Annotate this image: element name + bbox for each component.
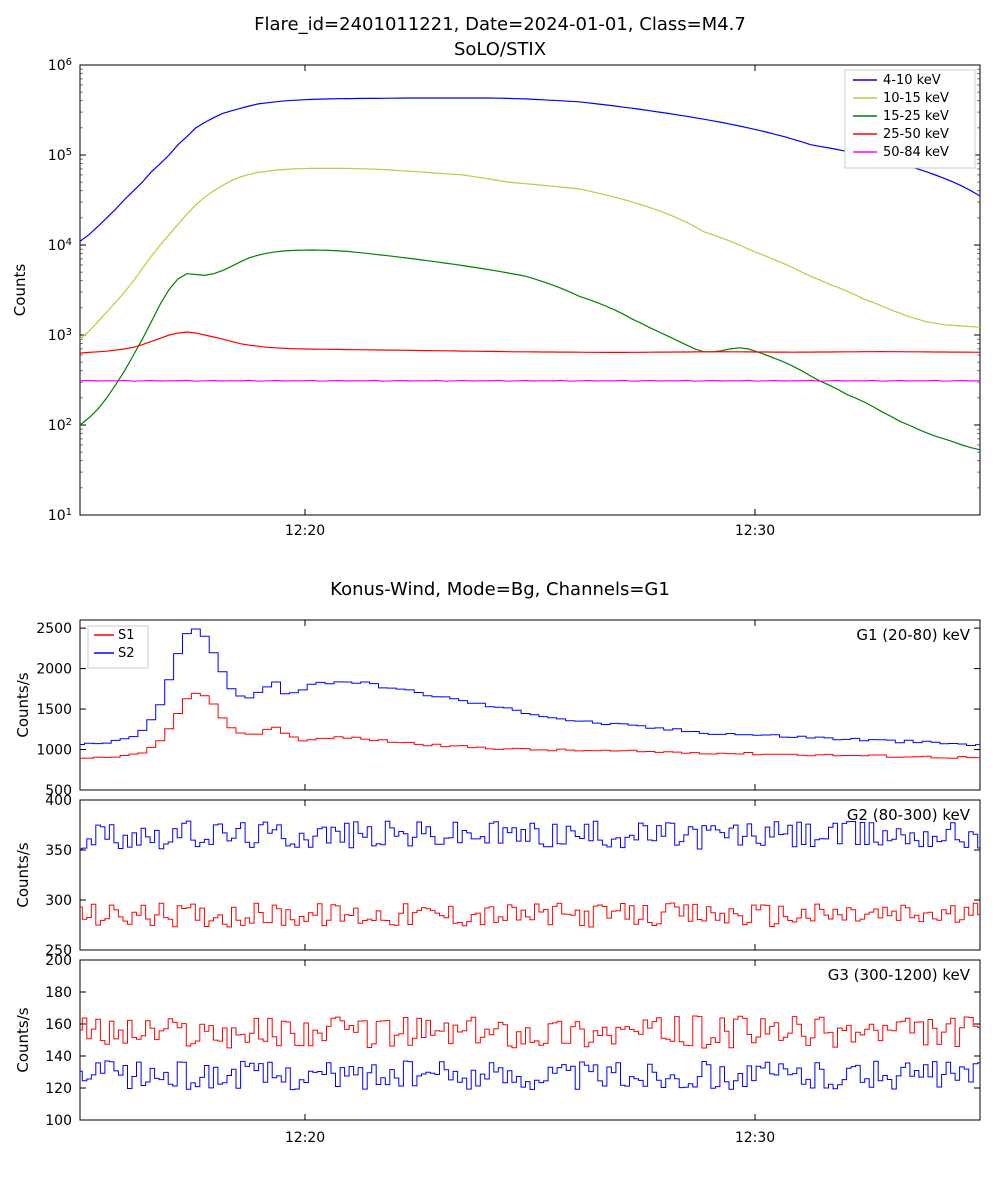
bottom-ylabel: Counts/s [14,842,32,907]
bottom-ytick-label: 180 [45,985,72,1001]
legend-label: 25-50 keV [883,127,949,142]
legend-label: S2 [118,646,135,661]
bottom-ytick-label: 140 [45,1049,72,1065]
top-ytick-label: 104 [48,237,72,255]
suptitle: Flare_id=2401011221, Date=2024-01-01, Cl… [254,14,746,35]
top-ytick-label: 103 [48,327,72,345]
bottom-series-line [80,1016,980,1048]
bottom-series-line [80,1061,980,1090]
top-series-line [80,380,980,381]
bottom-ytick-label: 200 [45,953,72,969]
legend-label: 50-84 keV [883,145,949,160]
panel-label: G2 (80-300) keV [847,806,971,824]
bottom-axes [80,800,980,950]
panel-label: G1 (20-80) keV [856,626,970,644]
legend-label: S1 [118,628,135,643]
bottom-ytick-label: 2500 [36,621,72,637]
bottom-ytick-label: 1000 [36,743,72,759]
legend-label: 15-25 keV [883,109,949,124]
bottom-ytick-label: 300 [45,893,72,909]
top-title: SoLO/STIX [454,39,546,60]
legend-label: 10-15 keV [883,91,949,106]
top-ytick-label: 101 [48,507,72,525]
bottom-series-line [80,821,980,849]
legend-label: 4-10 keV [883,73,941,88]
bottom-series-line [80,629,980,746]
bottom-ylabel: Counts/s [14,1007,32,1072]
bottom-series-line [80,693,980,758]
top-series-line [80,250,980,450]
top-ytick-label: 105 [48,147,72,165]
bottom-ytick-label: 2000 [36,662,72,678]
bottom-ytick-label: 1500 [36,702,72,718]
bottom-ylabel: Counts/s [14,672,32,737]
top-ytick-label: 102 [48,417,72,435]
top-series-line [80,168,980,339]
bottom-ytick-label: 400 [45,793,72,809]
top-ytick-label: 106 [48,57,72,75]
bottom-ytick-label: 100 [45,1113,72,1129]
panel-label: G3 (300-1200) keV [828,966,971,984]
top-xtick-label: 12:30 [735,523,775,539]
bottom-ytick-label: 350 [45,843,72,859]
top-xtick-label: 12:20 [285,523,325,539]
bottom-ytick-label: 160 [45,1017,72,1033]
bottom-xtick-label: 12:30 [735,1130,775,1146]
bottom-xtick-label: 12:20 [285,1130,325,1146]
bottom-suptitle: Konus-Wind, Mode=Bg, Channels=G1 [330,579,670,600]
bottom-ytick-label: 120 [45,1081,72,1097]
figure: Flare_id=2401011221, Date=2024-01-01, Cl… [0,0,1000,1200]
top-series-line [80,332,980,353]
bottom-axes [80,620,980,790]
bottom-series-line [80,903,980,927]
top-ylabel: Counts [11,264,29,317]
